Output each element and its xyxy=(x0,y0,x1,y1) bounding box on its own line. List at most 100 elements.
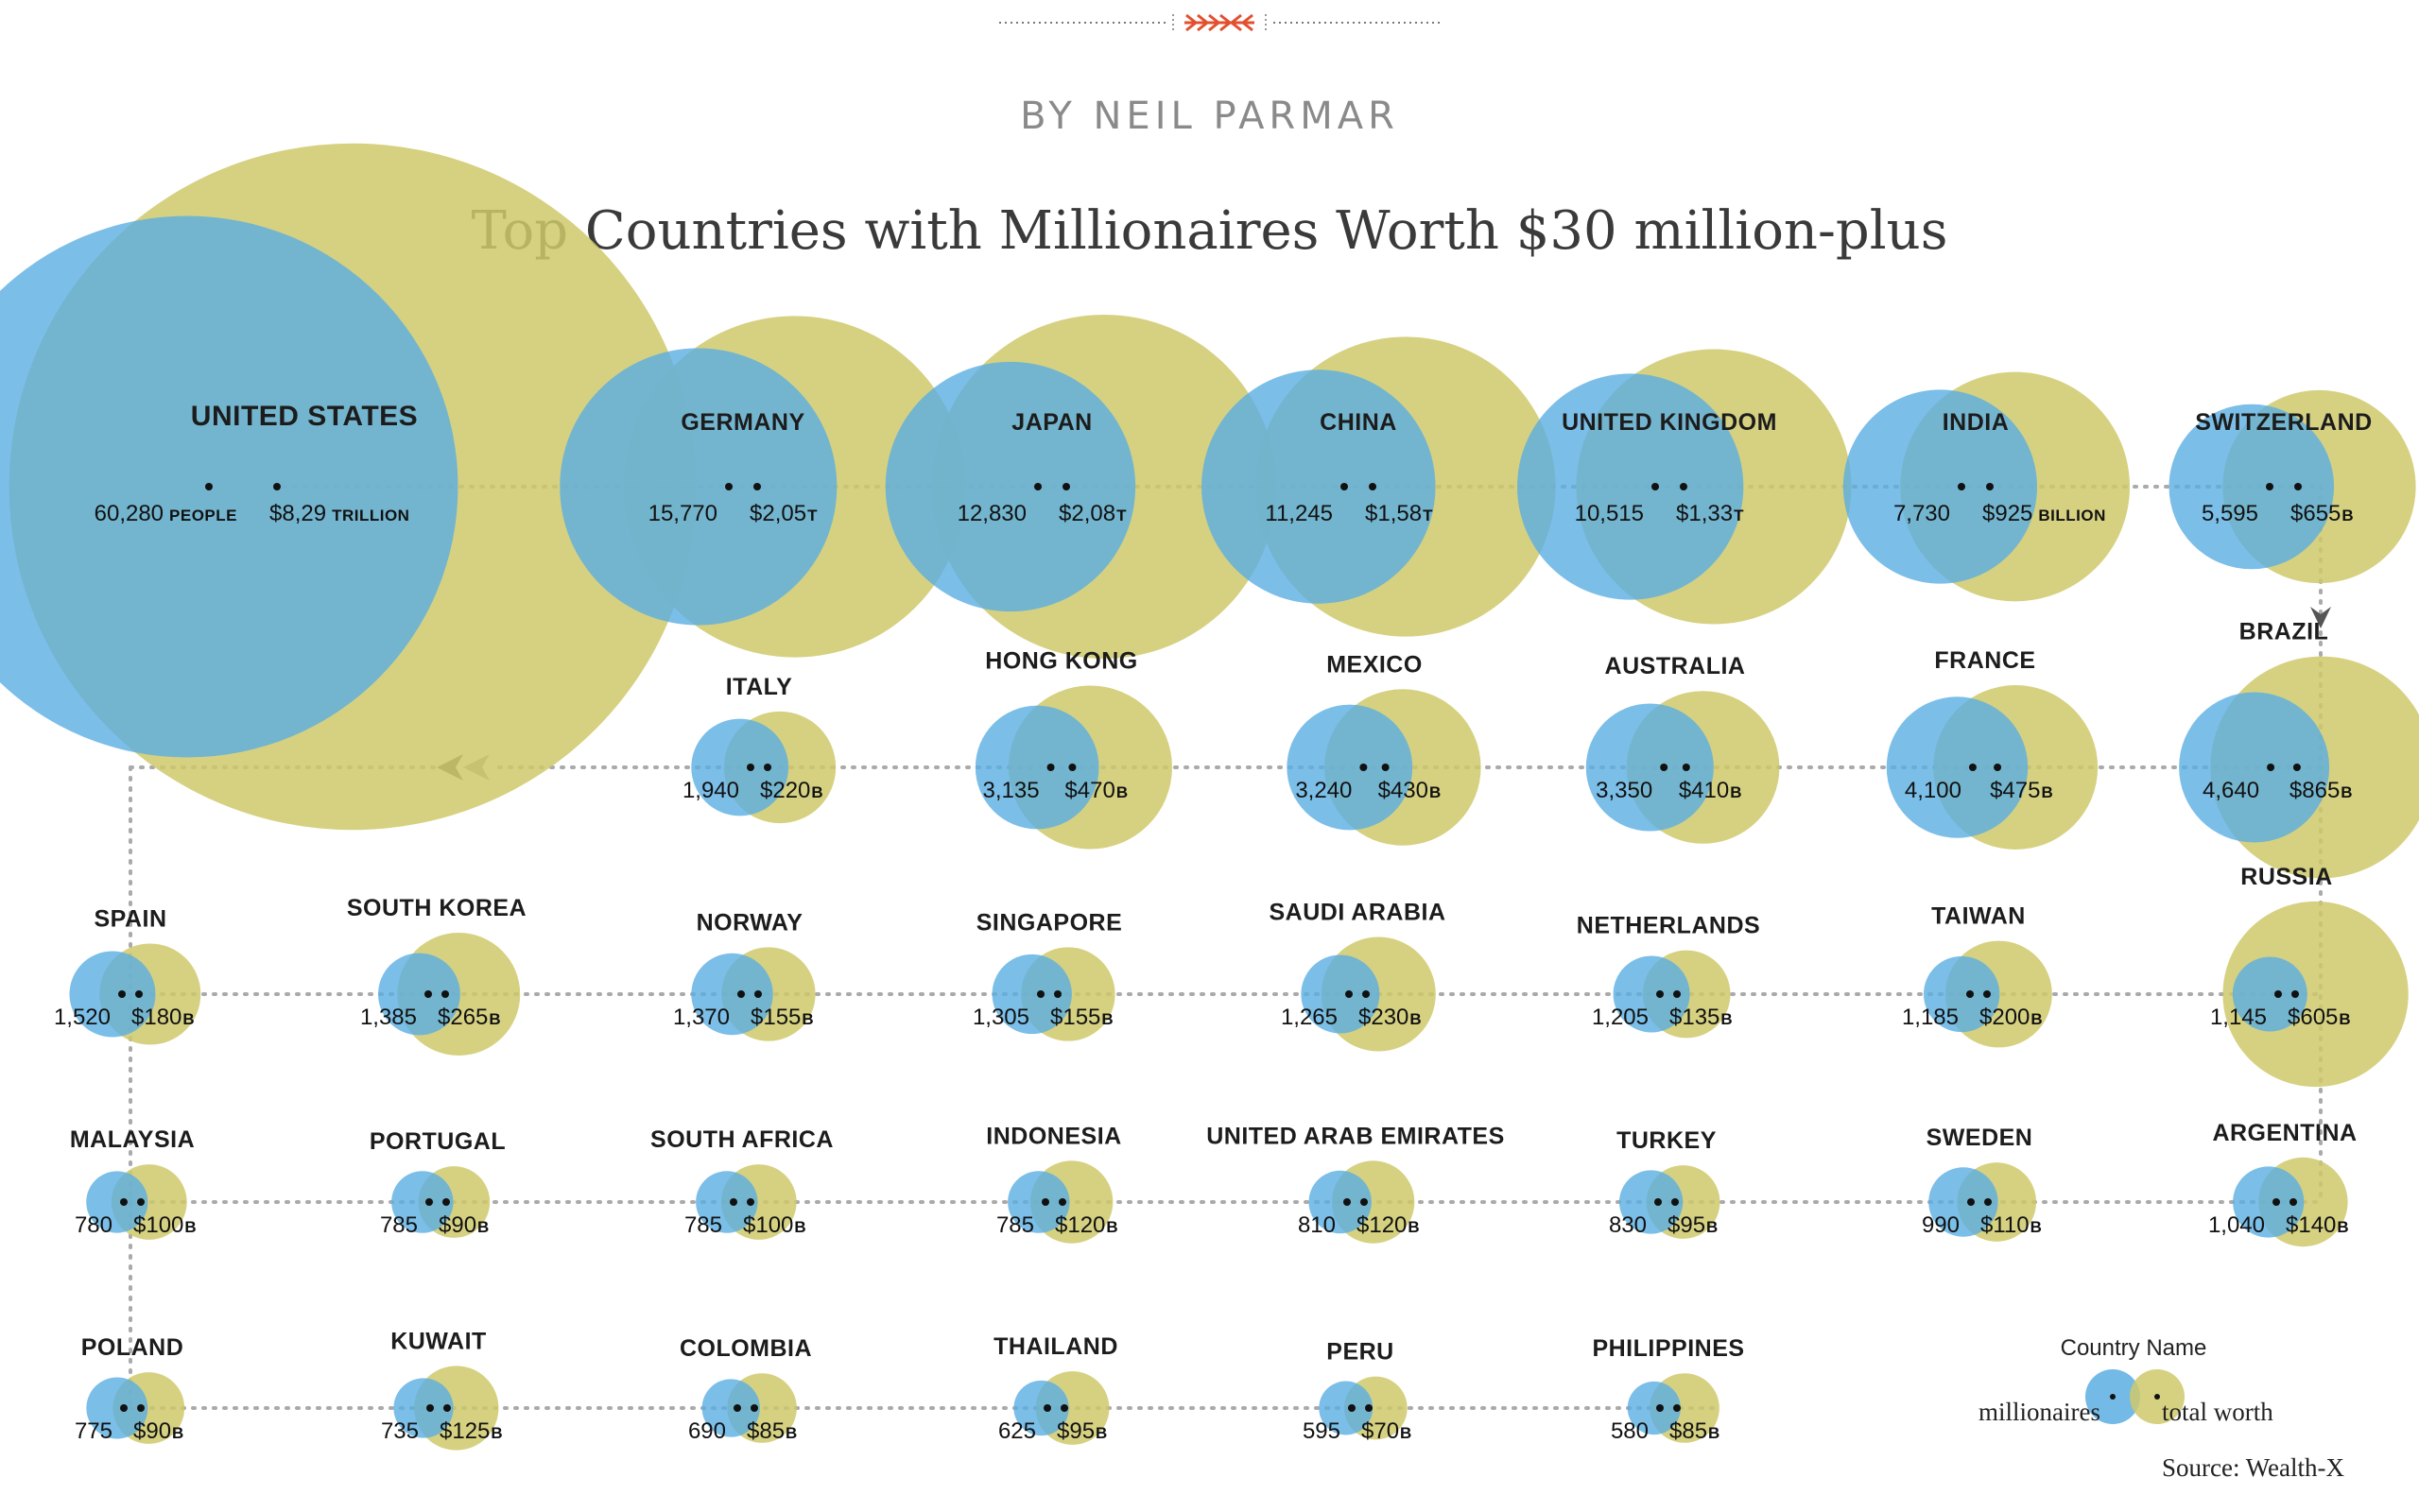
australia-name: AUSTRALIA xyxy=(1605,653,1746,679)
hong-kong-millionaires-value: 3,135 xyxy=(983,778,1040,803)
singapore-name: SINGAPORE xyxy=(976,909,1123,936)
poland-millionaires-value: 775 xyxy=(75,1418,112,1444)
united-states-worth-value: $8,29 TRILLION xyxy=(269,501,409,526)
peru-worth-value: $70B xyxy=(1361,1418,1412,1444)
sweden-millionaires-bubble xyxy=(1928,1167,1998,1237)
marker-dot xyxy=(1660,764,1668,771)
spain-millionaires-bubble xyxy=(69,951,156,1038)
portugal-name: PORTUGAL xyxy=(370,1128,506,1155)
south-korea-millionaires-value: 1,385 xyxy=(360,1005,417,1030)
peru-millionaires-bubble xyxy=(1319,1381,1374,1435)
switzerland-name: SWITZERLAND xyxy=(2195,409,2372,436)
marker-dot xyxy=(1994,764,2002,771)
sweden-millionaires-value: 990 xyxy=(1922,1212,1960,1238)
marker-dot xyxy=(443,1404,451,1412)
thailand-worth-value: $95B xyxy=(1057,1418,1108,1444)
germany-worth-value: $2,05T xyxy=(750,501,818,526)
singapore-millionaires-value: 1,305 xyxy=(973,1005,1029,1030)
netherlands-millionaires-bubble xyxy=(1613,955,1690,1033)
marker-dot xyxy=(1984,1198,1992,1206)
marker-dot xyxy=(737,990,745,998)
saudi-arabia-millionaires-bubble xyxy=(1301,954,1380,1034)
netherlands-millionaires-value: 1,205 xyxy=(1592,1005,1649,1030)
marker-dot xyxy=(1673,990,1681,998)
philippines-worth-value: $85B xyxy=(1669,1418,1720,1444)
norway-millionaires-value: 1,370 xyxy=(673,1005,730,1030)
marker-dot xyxy=(1360,1198,1368,1206)
marker-dot xyxy=(2291,990,2299,998)
russia-millionaires-bubble xyxy=(2232,956,2307,1032)
south-korea-worth-value: $265B xyxy=(438,1005,501,1030)
philippines-name: PHILIPPINES xyxy=(1592,1335,1744,1362)
mexico-millionaires-value: 3,240 xyxy=(1295,778,1352,803)
marker-dot xyxy=(273,483,281,490)
malaysia-millionaires-value: 780 xyxy=(75,1212,112,1238)
marker-dot xyxy=(1381,764,1390,771)
malaysia-millionaires-bubble xyxy=(86,1171,148,1233)
marker-dot xyxy=(1983,990,1991,998)
marker-dot xyxy=(137,1404,145,1412)
poland-millionaires-bubble xyxy=(86,1377,148,1439)
italy-worth-value: $220B xyxy=(760,778,823,803)
united-kingdom-worth-value: $1,33T xyxy=(1676,501,1744,526)
united-kingdom-millionaires-bubble xyxy=(1517,373,1744,600)
marker-dot xyxy=(764,764,771,771)
marker-dot xyxy=(1369,483,1376,490)
bubbles-layer xyxy=(0,143,2419,1451)
france-millionaires-bubble xyxy=(1886,696,2029,838)
marker-dot xyxy=(747,1198,754,1206)
poland-worth-value: $90B xyxy=(133,1418,184,1444)
united-kingdom-millionaires-value: 10,515 xyxy=(1575,501,1644,526)
marker-dot xyxy=(753,483,761,490)
marker-dot xyxy=(1042,1198,1049,1206)
japan-name: JAPAN xyxy=(1011,409,1092,436)
marker-dot xyxy=(120,1198,128,1206)
japan-millionaires-value: 12,830 xyxy=(958,501,1027,526)
kuwait-name: KUWAIT xyxy=(390,1328,487,1354)
arrow-down-icon xyxy=(2310,607,2331,628)
marker-dot xyxy=(747,764,754,771)
france-worth-value: $475B xyxy=(1990,778,2053,803)
india-worth-value: $925 BILLION xyxy=(1982,501,2106,526)
saudi-arabia-name: SAUDI ARABIA xyxy=(1269,899,1445,925)
malaysia-name: MALAYSIA xyxy=(70,1126,195,1153)
marker-dot xyxy=(2289,1198,2297,1206)
marker-dot xyxy=(1359,764,1368,771)
mexico-millionaires-bubble xyxy=(1287,704,1413,831)
marker-dot xyxy=(1348,1404,1356,1412)
marker-dot xyxy=(1061,1404,1068,1412)
netherlands-worth-value: $135B xyxy=(1669,1005,1733,1030)
spain-millionaires-value: 1,520 xyxy=(54,1005,111,1030)
portugal-worth-value: $90B xyxy=(439,1212,490,1238)
marker-dot xyxy=(1063,483,1070,490)
marker-dot xyxy=(1656,990,1664,998)
netherlands-name: NETHERLANDS xyxy=(1577,913,1760,939)
marker-dot xyxy=(1345,990,1353,998)
marker-dot xyxy=(2266,483,2273,490)
turkey-name: TURKEY xyxy=(1616,1127,1717,1154)
china-worth-value: $1,58T xyxy=(1365,501,1433,526)
sweden-worth-value: $110B xyxy=(1980,1212,2042,1238)
taiwan-name: TAIWAN xyxy=(1931,903,2026,930)
turkey-millionaires-bubble xyxy=(1618,1170,1684,1234)
saudi-arabia-millionaires-value: 1,265 xyxy=(1281,1005,1338,1030)
marker-dot xyxy=(442,1198,450,1206)
marker-dot xyxy=(2267,764,2275,771)
marker-dot xyxy=(1343,1198,1351,1206)
kuwait-worth-value: $125B xyxy=(440,1418,503,1444)
marker-dot xyxy=(1651,483,1659,490)
norway-millionaires-bubble xyxy=(691,953,773,1036)
marker-dot xyxy=(1966,990,1974,998)
united-arab-emirates-worth-value: $120B xyxy=(1356,1212,1420,1238)
russia-worth-bubble xyxy=(2222,901,2409,1088)
peru-name: PERU xyxy=(1326,1339,1393,1366)
chart-title: Top Countries with Millionaires Worth $3… xyxy=(471,200,1948,262)
indonesia-name: INDONESIA xyxy=(986,1123,1121,1149)
norway-name: NORWAY xyxy=(697,909,803,936)
legend-title: Country Name xyxy=(2061,1335,2207,1361)
turkey-worth-value: $95B xyxy=(1667,1212,1719,1238)
malaysia-worth-value: $100B xyxy=(133,1212,197,1238)
marker-dot xyxy=(425,1198,433,1206)
marker-dot xyxy=(2272,1198,2280,1206)
